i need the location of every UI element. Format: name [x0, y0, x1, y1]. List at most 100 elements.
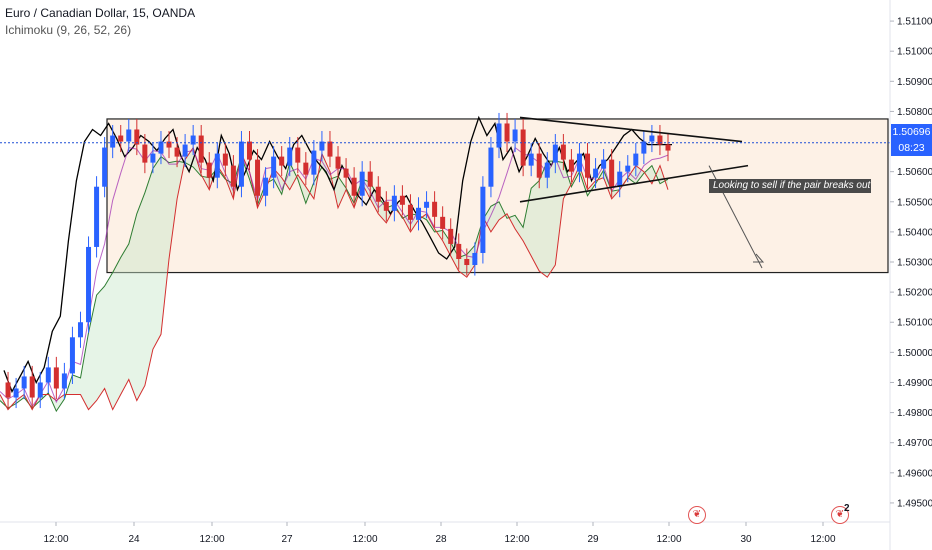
x-tick-label: 24 [128, 534, 140, 545]
candle-body [641, 141, 647, 154]
x-tick-label: 12:00 [504, 534, 529, 545]
candle-body [110, 135, 116, 148]
chart-legend: Euro / Canadian Dollar, 15, OANDA Ichimo… [5, 5, 195, 39]
candle-body [480, 186, 486, 253]
candle-body [174, 147, 180, 157]
x-tick-label: 12:00 [43, 534, 68, 545]
candle-body [440, 216, 446, 229]
y-tick-label: 1.51100 [897, 17, 932, 28]
candle-body [37, 382, 43, 398]
ichimoku-cloud [0, 146, 669, 413]
candle-body [560, 144, 566, 160]
y-tick-label: 1.49700 [897, 438, 932, 449]
candle-body [190, 135, 196, 145]
x-tick-label: 12:00 [352, 534, 377, 545]
candle-body [585, 153, 591, 178]
candle-body [327, 141, 333, 157]
candle-body [86, 246, 92, 323]
candle-body [464, 258, 470, 266]
x-tick-label: 28 [435, 534, 447, 545]
candle-body [649, 135, 655, 142]
x-tick-label: 12:00 [810, 534, 835, 545]
candle-body [287, 147, 293, 166]
candle-body [375, 186, 381, 202]
indicator-label[interactable]: Ichimoku (9, 26, 52, 26) [5, 23, 132, 37]
triangle-upper-line [519, 116, 743, 143]
candle-body [311, 150, 317, 175]
candle-body [432, 201, 438, 217]
candle-body [182, 144, 188, 157]
candle-body [134, 129, 140, 145]
triangle-lower-line [519, 164, 749, 203]
candle-body [21, 376, 27, 389]
y-tick-label: 1.50100 [897, 318, 932, 329]
candle-body [102, 147, 108, 187]
candle-body [45, 367, 51, 383]
candle-body [552, 144, 558, 163]
x-tick-label: 29 [587, 534, 599, 545]
candle-body [665, 144, 671, 151]
y-tick-label: 1.49900 [897, 378, 932, 389]
candle-body [416, 207, 422, 220]
symbol-title[interactable]: Euro / Canadian Dollar, 15, OANDA [5, 6, 196, 20]
candle-body [158, 141, 164, 154]
candle-body [126, 129, 132, 142]
candle-body [472, 252, 478, 266]
candle-body [222, 153, 228, 166]
candle-body [609, 159, 615, 187]
candle-body [536, 153, 542, 178]
candle-body [69, 337, 75, 374]
event-count: 2 [844, 503, 850, 514]
canada-flag-icon[interactable]: ❦ [831, 506, 849, 524]
candle-body [617, 171, 623, 187]
candle-body [230, 165, 236, 187]
x-tick-label: 30 [740, 534, 752, 545]
candle-body [504, 123, 510, 142]
candle-body [488, 147, 494, 187]
y-tick-label: 1.50400 [897, 227, 932, 238]
y-tick-label: 1.50900 [897, 77, 932, 88]
candle-body [255, 159, 261, 196]
y-tick-label: 1.50200 [897, 288, 932, 299]
candle-body [29, 376, 35, 398]
candle-body [351, 177, 357, 196]
y-tick-label: 1.49500 [897, 498, 932, 509]
candle-body [246, 141, 252, 160]
y-tick-label: 1.49600 [897, 468, 932, 479]
candle-body [206, 162, 212, 178]
candle-body [94, 186, 100, 247]
candle-body [319, 141, 325, 151]
kumo-fill [0, 147, 668, 412]
candle-body [625, 165, 631, 172]
candle-body [512, 129, 518, 142]
candle-body [13, 388, 19, 398]
candle-body [367, 171, 373, 187]
candle-body [359, 171, 365, 196]
candle-body [53, 367, 59, 389]
canada-flag-icon[interactable]: ❦ [688, 506, 706, 524]
candle-body [576, 153, 582, 172]
trade-note[interactable]: Looking to sell if the pair breaks out [709, 179, 871, 193]
y-tick-label: 1.50500 [897, 197, 932, 208]
x-tick-label: 27 [281, 534, 293, 545]
candle-body [279, 156, 285, 166]
candle-body [448, 228, 454, 244]
candle-body [383, 201, 389, 211]
candle-body [456, 243, 462, 259]
candle-body [271, 156, 277, 178]
candle-body [657, 135, 663, 145]
candle-body [399, 195, 405, 205]
projection-arrow-head [753, 253, 765, 263]
y-tick-label: 1.50800 [897, 107, 932, 118]
candle-body [335, 156, 341, 169]
y-tick-label: 1.49800 [897, 408, 932, 419]
candle-body [5, 382, 11, 398]
x-tick-label: 12:00 [199, 534, 224, 545]
y-tick-label: 1.50000 [897, 348, 932, 359]
candle-body [593, 168, 599, 178]
candles [5, 112, 671, 409]
candle-body [214, 153, 220, 178]
candle-body [77, 322, 83, 338]
